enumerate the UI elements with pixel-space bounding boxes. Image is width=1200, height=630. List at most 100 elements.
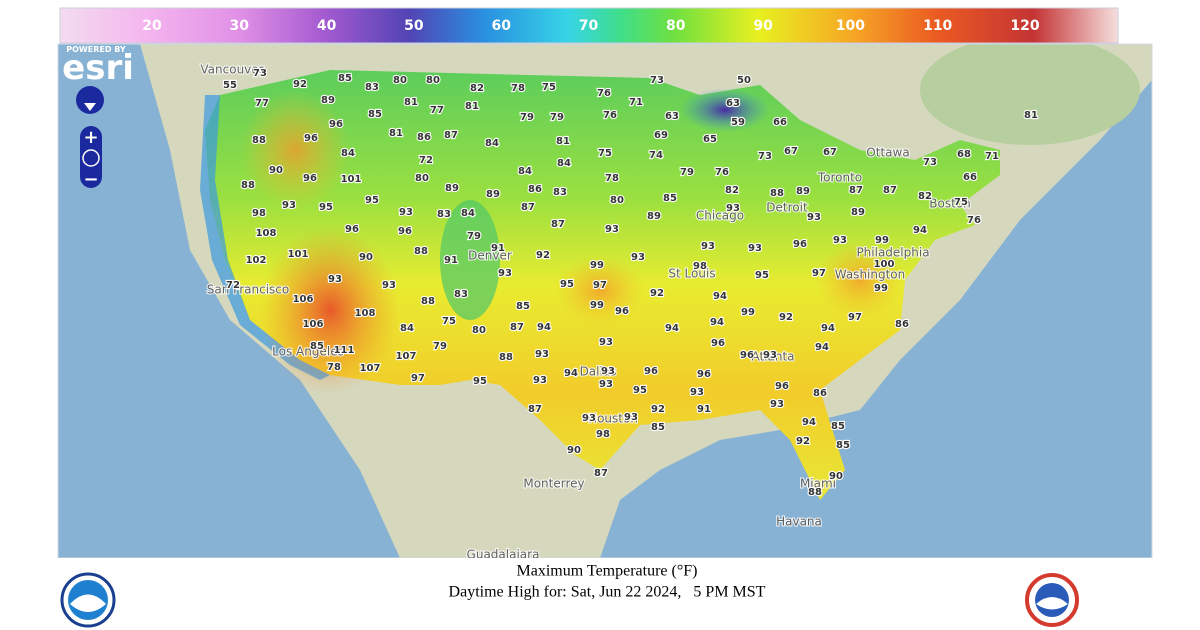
temperature-label: 96 xyxy=(775,381,789,392)
pan-down-arrow xyxy=(84,103,96,111)
temperature-label: 92 xyxy=(293,79,307,90)
temperature-label: 84 xyxy=(485,138,499,149)
temperature-label: 102 xyxy=(246,255,267,266)
temperature-label: 81 xyxy=(1024,110,1038,121)
temperature-label: 87 xyxy=(444,130,458,141)
temperature-label: 93 xyxy=(631,252,645,263)
temperature-label: 93 xyxy=(535,349,549,360)
temperature-label: 80 xyxy=(610,195,624,206)
temperature-label: 84 xyxy=(341,148,355,159)
zoom-in[interactable]: + xyxy=(83,127,98,148)
temperature-label: 94 xyxy=(821,323,835,334)
temperature-label: 77 xyxy=(255,98,269,109)
temperature-label: 82 xyxy=(470,83,484,94)
temperature-label: 101 xyxy=(288,249,309,260)
temperature-label: 72 xyxy=(226,280,240,291)
city-label: Ottawa xyxy=(866,146,909,160)
temperature-label: 90 xyxy=(829,471,843,482)
temperature-label: 79 xyxy=(467,231,481,242)
temperature-label: 75 xyxy=(954,197,968,208)
warm-zone xyxy=(815,240,905,320)
temperature-label: 95 xyxy=(755,270,769,281)
temperature-label: 80 xyxy=(426,75,440,86)
temperature-label: 106 xyxy=(293,294,314,305)
land-shade xyxy=(920,44,1140,145)
colorbar-tick-label: 20 xyxy=(142,18,162,34)
temperature-label: 99 xyxy=(590,300,604,311)
temperature-label: 91 xyxy=(697,404,711,415)
temperature-label: 79 xyxy=(680,167,694,178)
temperature-label: 85 xyxy=(663,193,677,204)
temperature-label: 69 xyxy=(654,130,668,141)
nav-controls: + − xyxy=(76,86,104,190)
temperature-label: 81 xyxy=(556,136,570,147)
zoom-out[interactable]: − xyxy=(83,169,98,190)
temperature-label: 93 xyxy=(599,379,613,390)
temperature-label: 65 xyxy=(703,134,717,145)
temperature-label: 96 xyxy=(329,119,343,130)
city-label: Vancouver xyxy=(200,63,263,77)
basemap xyxy=(58,44,1152,558)
temperature-label: 93 xyxy=(533,375,547,386)
temperature-label: 94 xyxy=(537,322,551,333)
temperature-label: 93 xyxy=(690,387,704,398)
temperature-label: 76 xyxy=(603,110,617,121)
city-label: Detroit xyxy=(766,201,808,215)
footer-subtitle: Daytime High for: Sat, Jun 22 2024, 5 PM… xyxy=(449,584,766,601)
temperature-label: 89 xyxy=(851,207,865,218)
temperature-label: 107 xyxy=(360,363,381,374)
colorbar-ticks: 20 30 40 50 60 70 80 90 100 110 120 xyxy=(142,18,1040,34)
temperature-label: 88 xyxy=(808,487,822,498)
temperature-label: 80 xyxy=(472,325,486,336)
temperature-label: 99 xyxy=(741,307,755,318)
temperature-label: 97 xyxy=(848,312,862,323)
city-label: Chicago xyxy=(696,209,744,223)
temperature-label: 96 xyxy=(345,224,359,235)
temperature-label: 83 xyxy=(553,187,567,198)
temperature-label: 93 xyxy=(833,235,847,246)
temperature-label: 96 xyxy=(398,226,412,237)
temperature-label: 99 xyxy=(875,235,889,246)
temperature-label: 83 xyxy=(437,209,451,220)
temperature-label: 75 xyxy=(598,148,612,159)
temperature-label: 93 xyxy=(624,412,638,423)
nws-logo xyxy=(1025,573,1079,627)
colorbar-tick-label: 50 xyxy=(404,18,424,34)
temperature-label: 95 xyxy=(319,202,333,213)
colorbar-tick-label: 110 xyxy=(923,18,952,34)
temperature-label: 76 xyxy=(967,215,981,226)
temperature-label: 89 xyxy=(445,183,459,194)
globe-icon[interactable] xyxy=(82,149,100,167)
temperature-label: 93 xyxy=(498,268,512,279)
pan-control[interactable] xyxy=(76,86,104,114)
temperature-label: 85 xyxy=(651,422,665,433)
temperature-label: 93 xyxy=(770,399,784,410)
temperature-label: 80 xyxy=(415,173,429,184)
temperature-label: 95 xyxy=(365,195,379,206)
temperature-label: 88 xyxy=(414,246,428,257)
temperature-label: 92 xyxy=(796,436,810,447)
city-label: Miami xyxy=(800,477,836,491)
temperature-label: 93 xyxy=(601,366,615,377)
colorbar-tick-label: 120 xyxy=(1010,18,1039,34)
colorbar-tick-label: 30 xyxy=(230,18,250,34)
temperature-label: 73 xyxy=(923,157,937,168)
temperature-label: 93 xyxy=(605,224,619,235)
temperature-label: 88 xyxy=(421,296,435,307)
temperature-label: 96 xyxy=(615,306,629,317)
temperature-label: 93 xyxy=(763,350,777,361)
temperature-label: 97 xyxy=(593,280,607,291)
temperature-label: 88 xyxy=(770,188,784,199)
temperature-label: 80 xyxy=(393,75,407,86)
temperature-label: 95 xyxy=(560,279,574,290)
temperature-label: 79 xyxy=(433,341,447,352)
temperature-label: 95 xyxy=(633,385,647,396)
temperature-label: 76 xyxy=(597,88,611,99)
temperature-label: 76 xyxy=(715,167,729,178)
temperature-label: 90 xyxy=(567,445,581,456)
temperature-label: 96 xyxy=(304,133,318,144)
city-label: St Louis xyxy=(668,267,715,281)
temperature-label: 96 xyxy=(303,173,317,184)
temperature-label: 77 xyxy=(430,105,444,116)
